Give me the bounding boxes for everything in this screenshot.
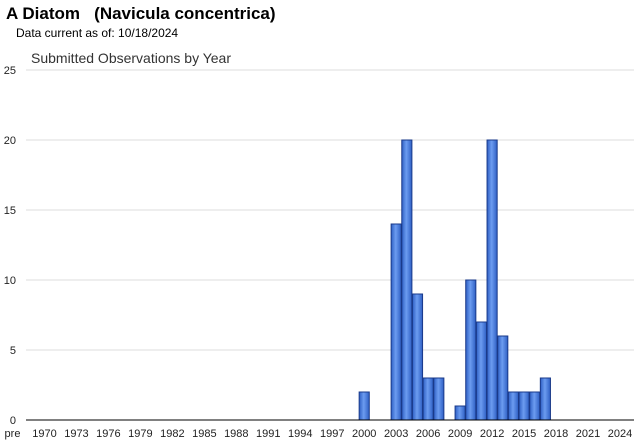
x-tick-label: 1988 [224,428,248,440]
gridlines [26,69,634,351]
x-tick-label: 1997 [320,428,344,440]
bar-2006 [422,377,434,421]
bar-2009 [454,405,466,421]
x-tick-label: 2021 [576,428,600,440]
x-tick-label: 1979 [128,428,152,440]
bar-2007 [433,377,445,421]
chart-title: Submitted Observations by Year [31,50,231,66]
x-tick-label: 1985 [192,428,216,440]
y-tick-label: 20 [4,135,16,147]
x-tick-label: 1994 [288,428,312,440]
data-current-date: Data current as of: 10/18/2024 [16,26,179,40]
x-axis-ticks: pre 1970 1973 1976 1979 1982 1985 1988 1991 1994 1… [5,428,633,440]
bar-2017 [539,377,551,421]
x-tick-label: 2003 [384,428,408,440]
bar-2004 [401,139,413,421]
bar-2003 [390,223,402,421]
x-tick-label: 2009 [448,428,472,440]
x-tick-label: 2024 [608,428,632,440]
x-tick-label: 1973 [64,428,88,440]
x-tick-label: 2000 [352,428,376,440]
y-tick-label: 15 [4,205,16,217]
bar-2005 [411,293,424,421]
bar-2011 [475,321,488,421]
x-tick-label: 2012 [480,428,504,440]
x-tick-label: 1976 [96,428,120,440]
x-tick-label: pre [5,428,21,440]
y-tick-label: 10 [4,275,16,287]
y-tick-label: 25 [4,65,16,77]
page-title: A Diatom (Navicula concentrica) [6,4,276,23]
y-tick-label: 0 [10,415,16,427]
y-tick-label: 5 [10,345,16,357]
bar-2016 [529,391,541,421]
bar-2013 [497,335,509,421]
x-tick-label: 1982 [160,428,184,440]
x-tick-label: 2015 [512,428,536,440]
x-tick-label: 1970 [32,428,56,440]
x-tick-label: 1991 [256,428,280,440]
y-axis-ticks: 0 5 10 15 20 25 [4,65,16,427]
x-tick-label: 2006 [416,428,440,440]
bar-2010 [465,279,477,421]
bar-2015 [518,391,530,421]
bar-2014 [507,391,519,421]
x-tick-label: 2018 [544,428,568,440]
bars [358,139,551,421]
bar-2012 [486,139,498,421]
bar-2000 [358,391,370,421]
